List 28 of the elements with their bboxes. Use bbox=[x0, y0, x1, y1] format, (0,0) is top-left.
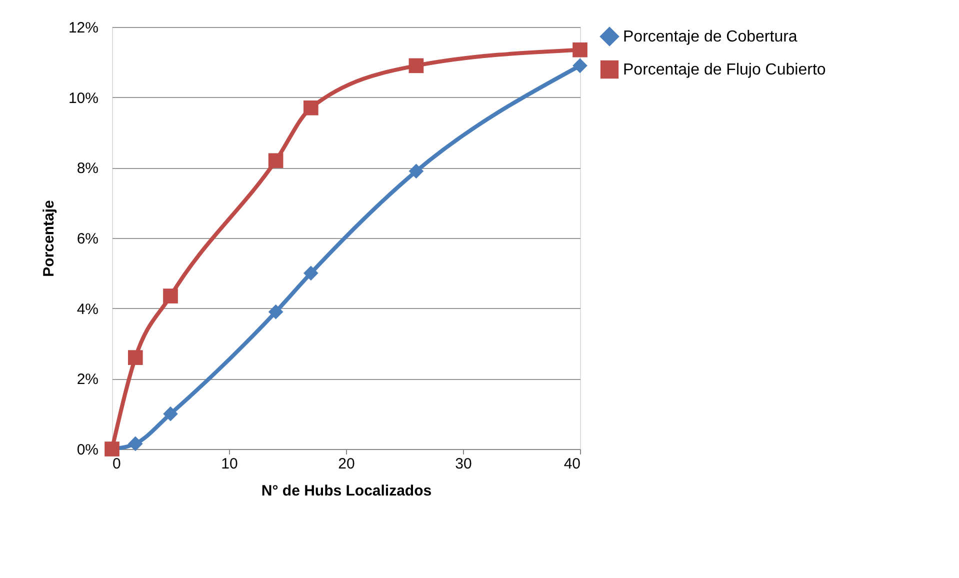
y-tick-label: 2% bbox=[76, 371, 98, 388]
y-tick-label: 12% bbox=[68, 20, 98, 36]
point bbox=[303, 100, 318, 116]
x-tick-label: 0 bbox=[112, 456, 121, 472]
x-tick-label: 40 bbox=[564, 456, 580, 472]
y-tick-label: 10% bbox=[68, 90, 98, 107]
x-tick-label: 30 bbox=[455, 456, 472, 472]
point bbox=[163, 288, 178, 304]
y-tick-label: 4% bbox=[76, 300, 98, 318]
x-tick-label: 10 bbox=[221, 456, 238, 472]
point bbox=[268, 153, 284, 168]
point bbox=[408, 58, 424, 74]
x-axis-title: N° de Hubs Localizados bbox=[261, 482, 432, 500]
point bbox=[572, 58, 588, 74]
point bbox=[163, 406, 178, 422]
legend-label: Porcentaje de Cobertura bbox=[623, 28, 798, 46]
point bbox=[128, 436, 143, 452]
x-tick-label: 20 bbox=[338, 456, 355, 472]
point bbox=[408, 164, 424, 179]
point bbox=[572, 42, 588, 58]
y-tick-label: 0% bbox=[76, 442, 98, 458]
point bbox=[128, 350, 143, 365]
y-tick-label: 8% bbox=[76, 160, 98, 178]
legend-label: Porcentaje de Flujo Cubierto bbox=[623, 62, 826, 78]
y-tick-label: 6% bbox=[76, 230, 98, 248]
point bbox=[303, 266, 318, 281]
point bbox=[268, 304, 284, 320]
y-axis-title: Porcentaje bbox=[40, 200, 58, 277]
